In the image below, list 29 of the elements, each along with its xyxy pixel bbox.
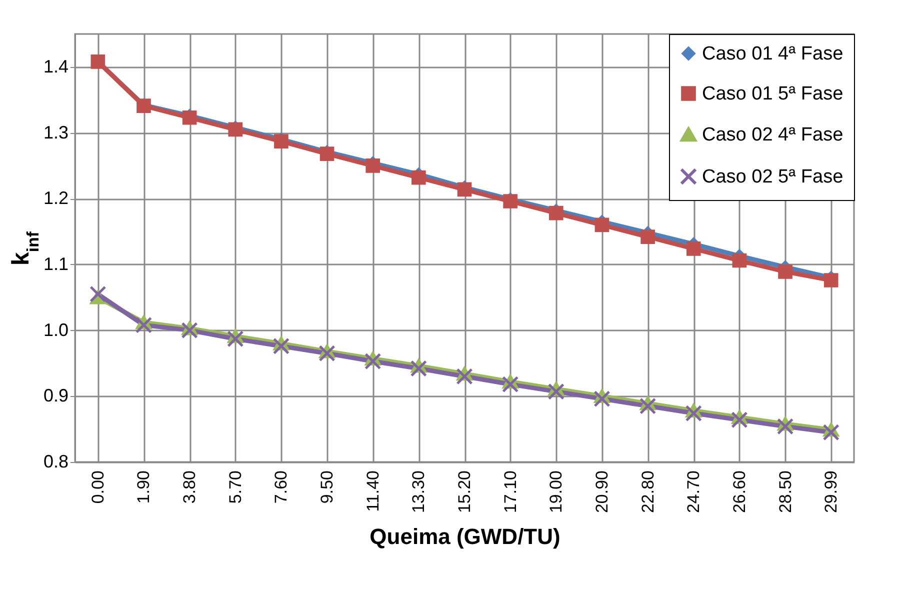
x-tick-label: 0.00	[88, 470, 108, 504]
y-tick-label: 1.4	[43, 56, 68, 76]
x-tick-label: 20.90	[592, 470, 612, 514]
x-tick-label: 11.40	[363, 470, 382, 512]
x-axis-title: Queima (GWD/TU)	[370, 524, 560, 550]
x-tick-label: 22.80	[638, 470, 658, 514]
x-tick-label: 24.70	[684, 470, 704, 514]
x-tick-label: 1.90	[134, 470, 154, 504]
x-tick-label: 9.50	[318, 470, 337, 504]
y-tick-label: 1.1	[43, 254, 68, 274]
y-tick-label: 1.0	[43, 320, 68, 340]
x-tick-label: 26.60	[730, 470, 749, 514]
x-tick-label: 13.30	[409, 470, 428, 514]
y-tick-label: 0.8	[43, 452, 68, 472]
y-tick-label: 1.3	[43, 122, 68, 142]
y-tick-label: 0.9	[43, 386, 68, 406]
legend-label: Caso 02 4ª Fase	[702, 124, 844, 146]
x-tick-label: 29.99	[822, 470, 841, 514]
x-tick-label: 5.70	[226, 470, 245, 504]
x-tick-label: 15.20	[455, 470, 474, 514]
x-tick-label: 28.50	[776, 470, 795, 514]
x-tick-label: 19.00	[546, 470, 566, 514]
legend-label: Caso 02 5ª Fase	[702, 166, 844, 188]
x-tick-label: 7.60	[272, 470, 291, 504]
legend-label: Caso 01 4ª Fase	[702, 44, 844, 64]
y-tick-label: 1.2	[43, 188, 68, 208]
legend-label: Caso 01 5ª Fase	[702, 84, 844, 104]
x-tick-label: 3.80	[180, 470, 200, 504]
x-tick-label: 17.10	[500, 470, 520, 514]
